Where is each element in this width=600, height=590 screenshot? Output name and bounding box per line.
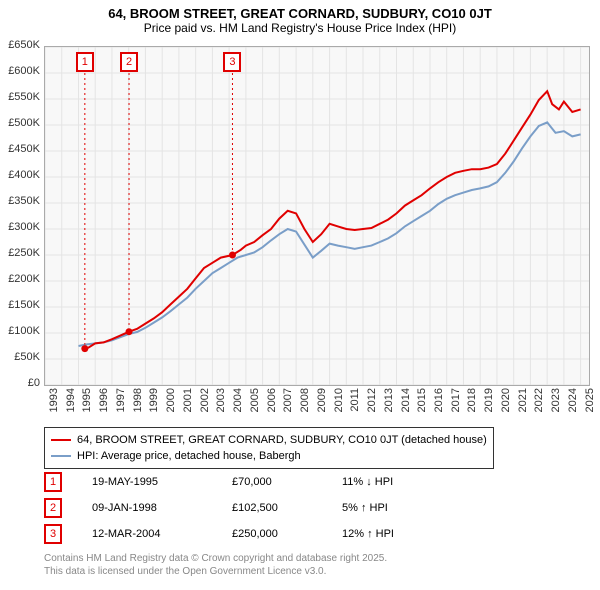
title-address: 64, BROOM STREET, GREAT CORNARD, SUDBURY…: [0, 6, 600, 21]
xtick-label: 2000: [165, 388, 177, 418]
sales-row-marker: 3: [44, 524, 62, 544]
xtick-label: 1999: [148, 388, 160, 418]
xtick-label: 2002: [199, 388, 211, 418]
xtick-label: 2011: [349, 388, 361, 418]
title-subtitle: Price paid vs. HM Land Registry's House …: [0, 21, 600, 35]
xtick-label: 2024: [567, 388, 579, 418]
xtick-label: 1997: [115, 388, 127, 418]
sale-dot-2: [126, 328, 133, 335]
ytick-label: £200K: [0, 273, 40, 285]
title-block: 64, BROOM STREET, GREAT CORNARD, SUDBURY…: [0, 0, 600, 35]
xtick-label: 2015: [416, 388, 428, 418]
sale-marker-flag-2: 2: [120, 52, 138, 72]
xtick-label: 1996: [98, 388, 110, 418]
page-root: 64, BROOM STREET, GREAT CORNARD, SUDBURY…: [0, 0, 600, 590]
sales-row-vs-hpi: 11% ↓ HPI: [342, 476, 393, 488]
xtick-label: 2020: [500, 388, 512, 418]
xtick-label: 1993: [48, 388, 60, 418]
chart-svg: [45, 47, 589, 385]
xtick-label: 2004: [232, 388, 244, 418]
ytick-label: £0: [0, 377, 40, 389]
xtick-label: 1995: [81, 388, 93, 418]
legend: 64, BROOM STREET, GREAT CORNARD, SUDBURY…: [44, 427, 494, 469]
legend-swatch: [51, 439, 71, 441]
ytick-label: £300K: [0, 221, 40, 233]
sales-row-date: 19-MAY-1995: [92, 476, 202, 488]
xtick-label: 2005: [249, 388, 261, 418]
xtick-label: 2018: [466, 388, 478, 418]
sale-marker-flag-3: 3: [223, 52, 241, 72]
sales-row-price: £70,000: [232, 476, 312, 488]
sales-row-marker: 1: [44, 472, 62, 492]
ytick-label: £150K: [0, 299, 40, 311]
sales-row: 2 09-JAN-1998 £102,500 5% ↑ HPI: [44, 498, 388, 518]
xtick-label: 2014: [400, 388, 412, 418]
legend-item: HPI: Average price, detached house, Babe…: [51, 448, 487, 464]
series-property: [85, 91, 581, 348]
ytick-label: £550K: [0, 91, 40, 103]
ytick-label: £500K: [0, 117, 40, 129]
attribution: Contains HM Land Registry data © Crown c…: [44, 552, 387, 578]
ytick-label: £100K: [0, 325, 40, 337]
sale-dot-3: [229, 252, 236, 259]
xtick-label: 2001: [182, 388, 194, 418]
sales-row-vs-hpi: 12% ↑ HPI: [342, 528, 394, 540]
sales-row-price: £102,500: [232, 502, 312, 514]
legend-item: 64, BROOM STREET, GREAT CORNARD, SUDBURY…: [51, 432, 487, 448]
ytick-label: £50K: [0, 351, 40, 363]
attribution-line2: This data is licensed under the Open Gov…: [44, 565, 387, 578]
xtick-label: 2006: [266, 388, 278, 418]
xtick-label: 2019: [483, 388, 495, 418]
sales-row-price: £250,000: [232, 528, 312, 540]
xtick-label: 2010: [333, 388, 345, 418]
legend-label: HPI: Average price, detached house, Babe…: [77, 448, 301, 464]
sales-row-date: 09-JAN-1998: [92, 502, 202, 514]
xtick-label: 2013: [383, 388, 395, 418]
xtick-label: 2022: [533, 388, 545, 418]
sales-row: 1 19-MAY-1995 £70,000 11% ↓ HPI: [44, 472, 393, 492]
attribution-line1: Contains HM Land Registry data © Crown c…: [44, 552, 387, 565]
xtick-label: 2025: [584, 388, 596, 418]
ytick-label: £400K: [0, 169, 40, 181]
xtick-label: 2012: [366, 388, 378, 418]
sale-marker-flag-1: 1: [76, 52, 94, 72]
xtick-label: 1994: [65, 388, 77, 418]
xtick-label: 2023: [550, 388, 562, 418]
ytick-label: £600K: [0, 65, 40, 77]
ytick-label: £650K: [0, 39, 40, 51]
ytick-label: £350K: [0, 195, 40, 207]
sales-row-date: 12-MAR-2004: [92, 528, 202, 540]
sale-dot-1: [81, 345, 88, 352]
ytick-label: £450K: [0, 143, 40, 155]
xtick-label: 2017: [450, 388, 462, 418]
xtick-label: 2009: [316, 388, 328, 418]
sales-row: 3 12-MAR-2004 £250,000 12% ↑ HPI: [44, 524, 394, 544]
sales-row-marker: 2: [44, 498, 62, 518]
xtick-label: 2007: [282, 388, 294, 418]
legend-label: 64, BROOM STREET, GREAT CORNARD, SUDBURY…: [77, 432, 487, 448]
xtick-label: 2008: [299, 388, 311, 418]
chart-plot-area: [44, 46, 590, 386]
xtick-label: 2021: [517, 388, 529, 418]
xtick-label: 2016: [433, 388, 445, 418]
xtick-label: 1998: [132, 388, 144, 418]
xtick-label: 2003: [215, 388, 227, 418]
sales-row-vs-hpi: 5% ↑ HPI: [342, 502, 388, 514]
ytick-label: £250K: [0, 247, 40, 259]
legend-swatch: [51, 455, 71, 457]
